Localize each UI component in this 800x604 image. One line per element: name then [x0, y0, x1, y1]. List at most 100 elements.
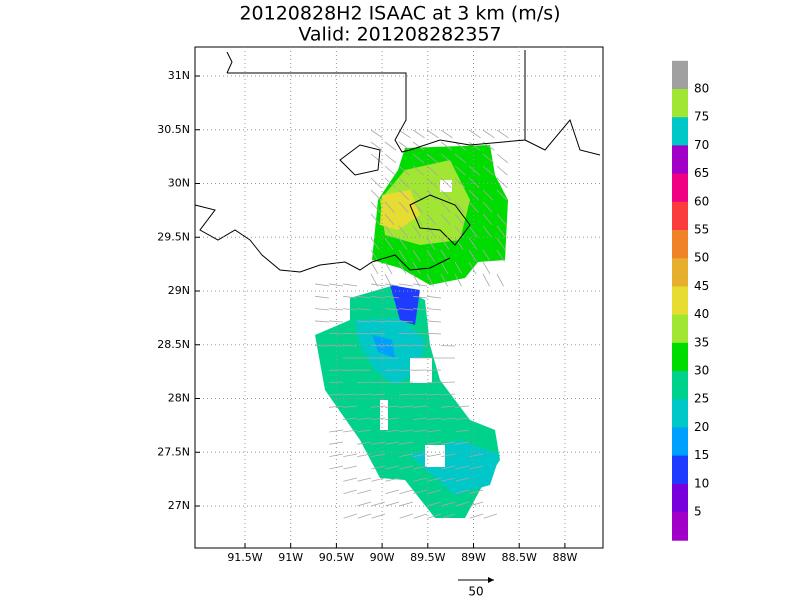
wind-vector [358, 502, 371, 506]
wind-vector [399, 490, 413, 494]
wind-vector [385, 154, 396, 163]
wind-vector [386, 502, 399, 506]
colorbar-segment [672, 512, 688, 541]
wind-vector [427, 296, 441, 298]
border-line [227, 50, 525, 152]
wind-vector [399, 284, 413, 286]
wind-vector [497, 166, 508, 175]
wind-vector [343, 478, 357, 481]
wind-vector [315, 296, 329, 298]
colorbar-segment [672, 484, 688, 513]
wind-vector [427, 321, 441, 322]
field-gap [440, 180, 452, 192]
lon-label: 89W [461, 551, 486, 564]
colorbar-segment [672, 61, 688, 90]
wind-vector [427, 130, 439, 138]
wind-vector [329, 321, 343, 322]
wind-vector [385, 166, 396, 175]
lon-label: 91W [278, 551, 303, 564]
wind-vector [343, 454, 357, 457]
wind-vector [441, 130, 453, 138]
wind-vector [371, 478, 385, 481]
wind-vector [483, 262, 490, 274]
colorbar-label: 50 [694, 251, 709, 265]
wind-vector [372, 502, 385, 506]
wind-vector [400, 514, 413, 518]
wind-vector [413, 284, 427, 286]
wind-vector [371, 284, 385, 286]
lat-label: 29N [168, 284, 190, 297]
lat-label: 31N [168, 69, 190, 82]
coast-line [525, 120, 600, 155]
wind-vector [497, 274, 504, 286]
wind-vector [343, 284, 357, 286]
colorbar-label: 10 [694, 476, 709, 490]
colorbar-label: 55 [694, 223, 709, 237]
map-subtitle: Valid: 201208282357 [298, 24, 501, 46]
colorbar-segment [672, 89, 688, 118]
wind-vector [357, 478, 371, 481]
lake-line [340, 145, 380, 175]
wind-vector [315, 321, 329, 322]
wind-vector [329, 284, 343, 286]
colorbar-segment [672, 258, 688, 287]
lat-label: 30N [168, 177, 190, 190]
wind-vector [400, 502, 413, 506]
colorbar-segment [672, 371, 688, 400]
lat-label: 27N [168, 499, 190, 512]
colorbar-segment [672, 343, 688, 372]
wind-vector [470, 514, 483, 518]
colorbar-label: 80 [694, 82, 709, 96]
wind-vector [469, 130, 481, 138]
wind-field [315, 130, 509, 518]
lat-label: 30.5N [157, 123, 190, 136]
colorbar-segment [672, 145, 688, 174]
lat-label: 27.5N [157, 445, 190, 458]
wind-vector [441, 382, 455, 383]
lon-label: 88W [552, 551, 577, 564]
lat-label: 28N [168, 392, 190, 405]
wind-vector [399, 130, 411, 138]
colorbar-segment [672, 315, 688, 344]
field-gap [380, 400, 388, 430]
wind-vector [483, 130, 495, 138]
colorbar-segment [672, 456, 688, 485]
wind-vector [484, 514, 497, 518]
wind-vector [427, 333, 441, 334]
colorbar-segment [672, 286, 688, 315]
wind-vector [371, 130, 383, 138]
wind-vector [497, 154, 508, 163]
wind-vector [372, 514, 385, 518]
lon-label: 91.5W [227, 551, 262, 564]
wind-vector [358, 514, 371, 518]
wind-vector [385, 142, 396, 150]
colorbar-segment [672, 117, 688, 146]
wind-vector [414, 514, 427, 518]
vector-scale-label: 50 [468, 585, 483, 599]
lon-label: 90.5W [319, 551, 354, 564]
vector-reference-head [488, 577, 494, 583]
colorbar-label: 20 [694, 420, 709, 434]
lat-label: 29.5N [157, 230, 190, 243]
wind-vector [315, 309, 329, 310]
colorbar-label: 25 [694, 392, 709, 406]
wind-vector [371, 178, 381, 188]
colorbar-label: 30 [694, 364, 709, 378]
colorbar-label: 45 [694, 279, 709, 293]
wind-vector [371, 190, 381, 200]
wind-vector [385, 490, 399, 494]
wind-vector [427, 309, 441, 310]
colorbar-segment [672, 399, 688, 428]
colorbar-label: 40 [694, 307, 709, 321]
wind-vector [315, 284, 329, 286]
colorbar-segment [672, 202, 688, 231]
wind-vector [413, 130, 425, 138]
wind-vector [329, 309, 343, 310]
lon-label: 89.5W [410, 551, 445, 564]
wind-vector [343, 490, 357, 494]
colorbar-label: 60 [694, 194, 709, 208]
colorbar-label: 35 [694, 335, 709, 349]
map-title: 20120828H2 ISAAC at 3 km (m/s) [239, 3, 560, 25]
colorbar-segment [672, 427, 688, 456]
